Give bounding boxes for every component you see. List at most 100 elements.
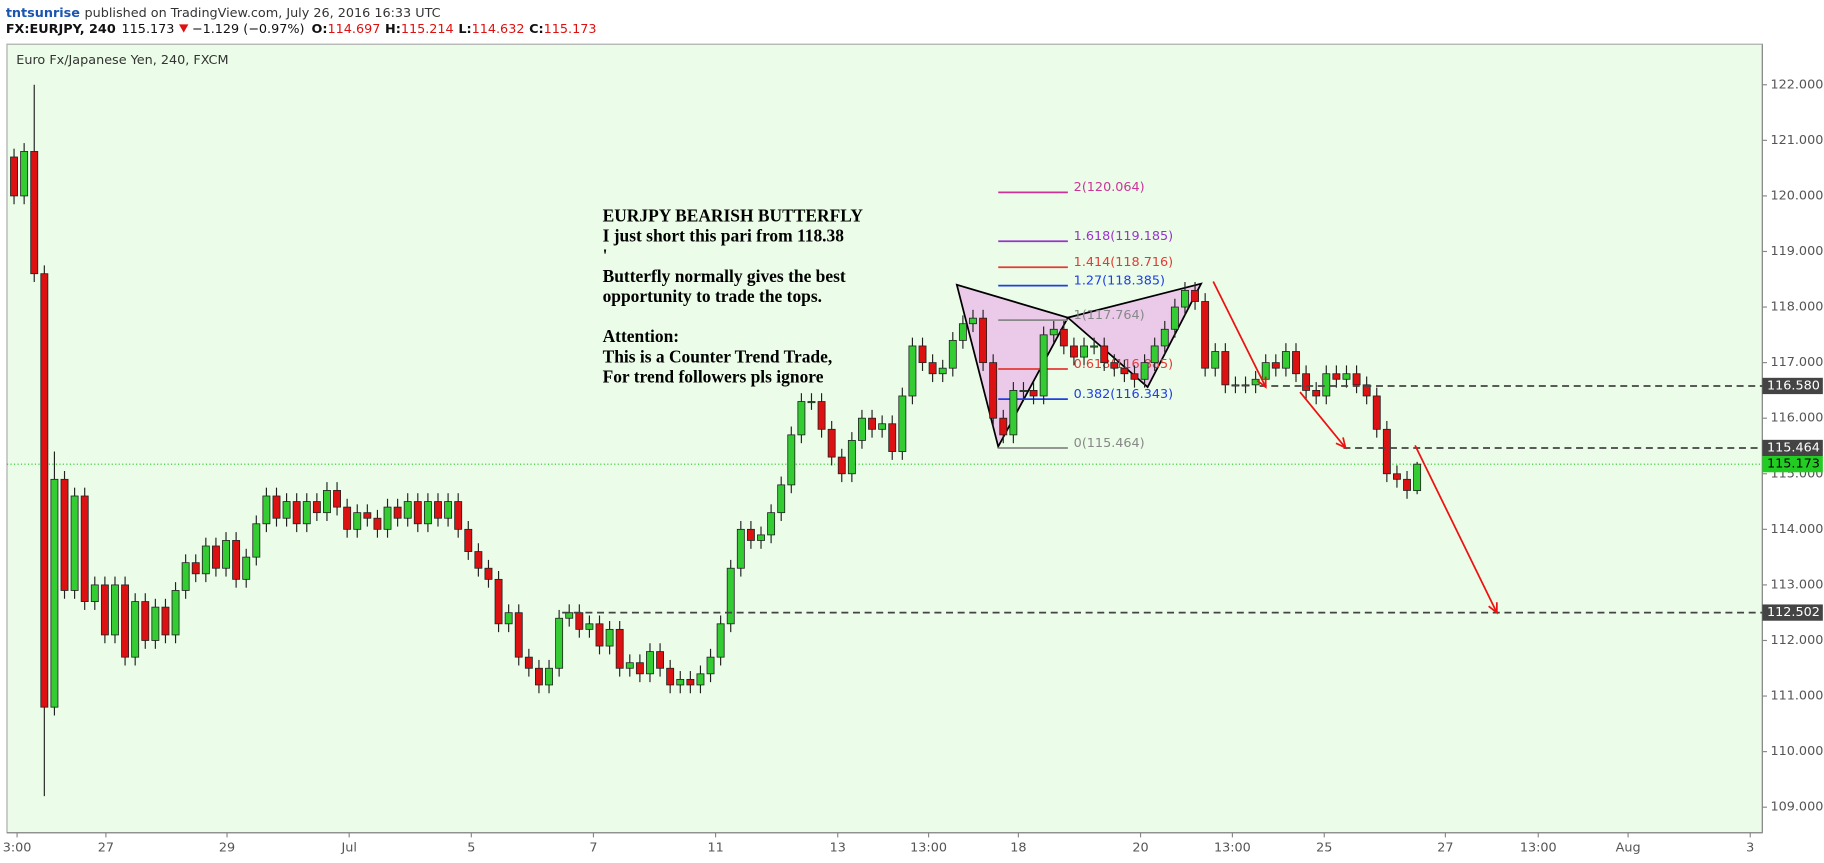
candle-body <box>797 401 806 436</box>
candle-body <box>635 662 644 675</box>
candle-body <box>656 651 665 669</box>
candle-body <box>858 417 866 441</box>
y-tick-label: 120.000 <box>1770 188 1823 203</box>
ohlc-value: 115.214 <box>401 22 454 37</box>
candle-body <box>302 501 311 525</box>
candle-body <box>716 623 725 658</box>
y-tick-label: 119.000 <box>1770 244 1823 259</box>
candle-body <box>767 512 776 536</box>
candle-body <box>1029 390 1038 397</box>
candle-body <box>1130 373 1139 380</box>
candle-body <box>121 584 130 658</box>
candle-body <box>1322 373 1331 397</box>
candle-body <box>242 556 251 580</box>
candle-body <box>837 456 846 475</box>
candle-body <box>948 339 957 369</box>
candle-body <box>989 362 998 419</box>
x-tick-label: Aug <box>1616 840 1641 855</box>
level-tag <box>1762 439 1823 457</box>
author[interactable]: tntsunrise <box>6 5 80 20</box>
candle-body <box>1271 362 1280 369</box>
candle-body <box>524 656 533 669</box>
candle-body <box>50 478 59 708</box>
note-line: ' <box>603 246 608 266</box>
candle-body <box>353 512 362 530</box>
ohlc-key: H: <box>385 22 401 37</box>
level-tag <box>1762 604 1823 621</box>
candle-body <box>1413 463 1422 492</box>
candle-body <box>494 578 503 625</box>
candle-body <box>312 501 321 514</box>
y-tick-label: 112.000 <box>1770 633 1823 648</box>
y-tick-label: 109.000 <box>1770 800 1823 815</box>
candle-body <box>1332 373 1341 380</box>
candle-body <box>1231 384 1240 387</box>
x-tick-label: 13:00 <box>1520 840 1557 855</box>
candle-body <box>726 567 735 625</box>
candle-body <box>282 501 291 519</box>
candle-body <box>20 151 29 197</box>
candle-body <box>605 628 614 647</box>
candle-body <box>938 367 947 375</box>
x-tick-label: 25 <box>1316 840 1332 855</box>
candle-body <box>373 517 382 530</box>
change-line: −1.129 (−0.97%) O:114.697 H:115.214 L:114.6… <box>192 22 597 37</box>
candle-body <box>757 534 765 541</box>
candle-body <box>222 540 230 569</box>
change: −1.129 (−0.97%) <box>192 22 305 37</box>
note-line: Attention: <box>603 326 680 346</box>
candle-body <box>514 612 523 658</box>
note-line: EURJPY BEARISH BUTTERFLY <box>603 205 864 225</box>
candle-body <box>90 584 99 602</box>
x-tick-label: 3:00 <box>3 840 32 855</box>
candle-body <box>403 501 412 519</box>
candle-body <box>787 434 796 486</box>
candle-body <box>211 545 220 569</box>
price-tag <box>1762 456 1823 473</box>
y-tick-label: 122.000 <box>1770 77 1823 92</box>
candle-body <box>70 495 79 591</box>
candle-body <box>1281 351 1290 369</box>
candle-body <box>1403 478 1411 491</box>
candle-body <box>262 495 271 525</box>
symbol-line: FX:EURJPY, 240 115.173 <box>6 22 175 37</box>
y-tick-label: 118.000 <box>1770 300 1823 315</box>
candle-body <box>686 678 695 686</box>
candle-body <box>252 523 261 558</box>
candle-body <box>191 562 200 575</box>
candle-body <box>696 673 705 686</box>
candle-body <box>1160 328 1169 347</box>
last-price: 115.173 <box>122 22 175 37</box>
candle-body <box>847 440 856 475</box>
ohlc-value: 115.173 <box>544 22 597 37</box>
x-tick-label: 5 <box>467 840 475 855</box>
arrow-line <box>1212 281 1267 388</box>
arrow-line <box>1414 445 1498 614</box>
x-tick-label: Jul <box>340 840 356 855</box>
down-icon <box>179 24 189 33</box>
candle-body <box>817 401 826 430</box>
candle-body <box>10 156 18 197</box>
candle-body <box>1221 351 1230 386</box>
candle-body <box>504 612 513 625</box>
symbol: FX:EURJPY, 240 <box>6 22 116 37</box>
fib-label: 2(120.064) <box>1074 180 1145 195</box>
x-tick-label: 13:00 <box>1214 840 1251 855</box>
level-label: 112.502 <box>1767 605 1820 620</box>
note-line: opportunity to trade the tops. <box>603 286 822 306</box>
candle-body <box>1342 373 1351 380</box>
fib-label: 0.382(116.343) <box>1074 387 1173 402</box>
candle-body <box>898 395 907 452</box>
candle-body <box>100 584 109 636</box>
candle-body <box>383 506 392 530</box>
candle-body <box>131 601 140 658</box>
candle-body <box>1140 362 1149 380</box>
candle-body <box>1049 328 1058 336</box>
candle-body <box>434 501 442 519</box>
publish-line: tntsunrise published on TradingView.com, … <box>6 5 441 20</box>
x-tick-label: 3 <box>1746 840 1754 855</box>
candle-body <box>484 567 493 580</box>
ohlc-key: L: <box>458 22 471 37</box>
candle-body <box>151 606 160 641</box>
candle-body <box>272 495 281 519</box>
